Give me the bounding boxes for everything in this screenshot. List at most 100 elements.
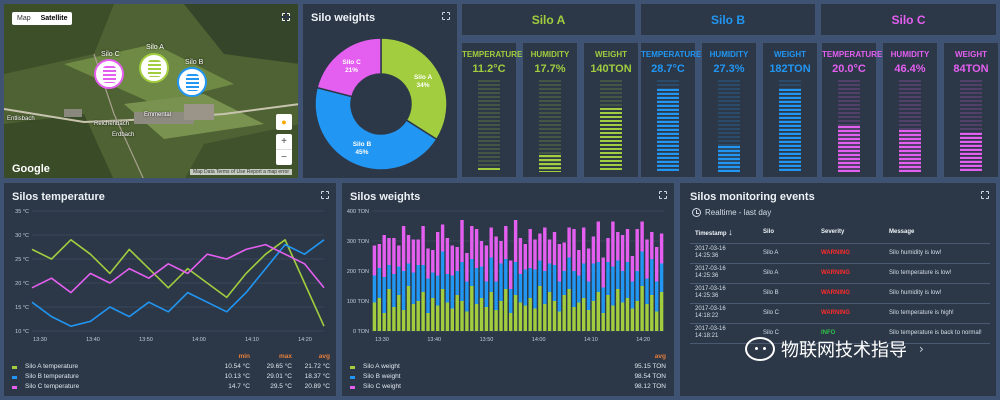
event-date: 2017-03-16 (695, 306, 726, 312)
chevron-right-icon: › (919, 342, 924, 356)
bar-segment (504, 289, 508, 331)
event-date: 2017-03-16 (695, 246, 726, 252)
bar-segment (445, 302, 450, 331)
column-header[interactable]: Severity (816, 221, 884, 244)
satellite-map[interactable] (4, 4, 299, 179)
bar-segment (577, 275, 581, 303)
silo-c-marker[interactable] (94, 59, 124, 89)
legend-item[interactable]: Silo A temperature 10.54 °C 29.65 °C 21.… (12, 363, 332, 373)
watermark: 物联网技术指导 › (745, 336, 924, 362)
bar-segment (411, 304, 416, 331)
pie-slice (380, 37, 448, 141)
table-row[interactable]: 2017-03-16 14:18:21 Silo C INFO Silo tempera… (690, 323, 990, 344)
bar-segment (557, 244, 562, 282)
fullscreen-icon[interactable] (441, 11, 451, 21)
bar-segment (567, 289, 571, 331)
gauge-value: 28.7°C (651, 63, 685, 75)
street-view-icon[interactable]: ● (276, 114, 292, 130)
gauge-value: 11.2°C (472, 63, 506, 75)
gauge-value: 140TON (590, 63, 632, 75)
place-label: Emmental (144, 112, 172, 118)
table-row[interactable]: 2017-03-16 14:25:36 Silo A WARNING Silo temp… (690, 263, 990, 284)
fullscreen-icon[interactable] (320, 190, 330, 200)
map-tab[interactable]: Map (17, 15, 31, 22)
y-tick-label: 30 °C (15, 233, 29, 239)
x-tick-label: 13:40 (427, 337, 441, 343)
legend-item[interactable]: Silo C temperature 14.7 °C 29.5 °C 20.89… (12, 383, 332, 393)
legend-item[interactable]: Silo B weight 98.54 TON (350, 373, 670, 383)
bar-segment (484, 307, 489, 331)
bar-segment (645, 304, 649, 331)
message-cell: Silo humidity is low! (884, 283, 990, 304)
x-tick-label: 14:00 (192, 337, 206, 343)
fullscreen-icon[interactable] (658, 190, 668, 200)
silo-a-marker[interactable] (139, 53, 169, 83)
silo-name: Silo B (710, 12, 745, 27)
table-row[interactable]: 2017-03-16 14:25:36 Silo B WARNING Silo humi… (690, 283, 990, 304)
zoom-in-button[interactable]: + (281, 136, 287, 147)
satellite-tab[interactable]: Satellite (40, 15, 68, 22)
bar-segment (455, 295, 459, 331)
legend-header-avg: avg (318, 353, 330, 360)
event-date: 2017-03-16 (695, 326, 726, 332)
legend-swatch (12, 376, 17, 379)
bar-segment (538, 233, 542, 261)
fullscreen-icon[interactable] (281, 12, 291, 22)
bar-segment (421, 292, 425, 331)
bar-segment (611, 305, 615, 331)
map-attribution[interactable]: Map Data Terms of Use Report a map error (189, 169, 292, 175)
gauge-track (478, 80, 500, 172)
bar-segment (591, 263, 596, 301)
gauge-fill (478, 168, 500, 172)
bar-segment (572, 229, 576, 271)
bar-segment (513, 295, 518, 331)
temperature-line-chart: 10 °C 15 °C 20 °C 25 °C 30 °C 35 °C 13:30 13:40… (15, 209, 325, 343)
legend-item[interactable]: Silo A weight 95.15 TON (350, 363, 670, 373)
table-row[interactable]: 2017-03-16 14:25:36 Silo A WARNING Silo humi… (690, 243, 990, 264)
bar-segment (392, 238, 396, 274)
bar-segment (547, 263, 552, 292)
bar-segment (650, 259, 654, 295)
bar-segment (411, 239, 416, 273)
timewindow[interactable]: Realtime - last day (692, 208, 771, 217)
y-tick-label: 400 TON (347, 209, 369, 215)
bar-segment (377, 268, 381, 298)
silo-a-header: Silo A (461, 3, 636, 36)
bar-segment (655, 281, 659, 312)
column-header[interactable]: Timestamp ↓ (690, 221, 758, 244)
message-cell: Silo temperature is back to normal! (884, 323, 990, 344)
silo-cell: Silo A (758, 243, 816, 264)
bar-segment (465, 253, 469, 282)
y-tick-label: 200 TON (347, 269, 369, 275)
sort-down-icon[interactable]: ↓ (728, 226, 733, 237)
x-tick-label: 14:20 (298, 337, 312, 343)
zoom-out-button[interactable]: − (276, 149, 292, 165)
bar-segment (401, 310, 406, 331)
bar-segment (655, 247, 659, 282)
gauge-track (718, 80, 740, 172)
y-tick-label: 100 TON (347, 299, 369, 305)
bar-segment (625, 298, 630, 331)
bar-segment (616, 289, 620, 331)
silo-b-marker[interactable] (177, 67, 207, 97)
fullscreen-icon[interactable] (980, 190, 990, 200)
bar-segment (421, 226, 425, 265)
bar-segment (421, 265, 425, 292)
pie-slice (314, 86, 438, 171)
bar-segment (635, 301, 639, 331)
bar-segment (416, 239, 420, 265)
bar-segment (382, 235, 386, 277)
gauge-track (899, 80, 921, 172)
bar-segment (387, 289, 391, 331)
table-row[interactable]: 2017-03-16 14:18:22 Silo C WARNING Silo temp… (690, 303, 990, 324)
gauge-value: 46.4% (894, 63, 926, 75)
gauge-label: TEMPERATURE (462, 50, 523, 59)
bar-segment (655, 311, 659, 331)
gauge-track (960, 80, 982, 172)
legend-item[interactable]: Silo C weight 98.12 TON (350, 383, 670, 393)
bar-segment (406, 235, 411, 264)
legend-item[interactable]: Silo B temperature 10.13 °C 29.01 °C 18.… (12, 373, 332, 383)
column-header[interactable]: Silo (758, 221, 816, 244)
bar-segment (392, 307, 396, 331)
column-header[interactable]: Message (884, 221, 990, 244)
